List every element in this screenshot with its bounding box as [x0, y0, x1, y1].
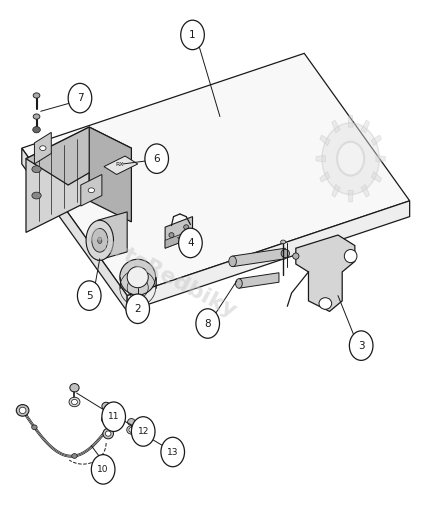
Ellipse shape: [16, 404, 29, 416]
Text: 5: 5: [86, 290, 93, 300]
Ellipse shape: [92, 229, 108, 252]
Polygon shape: [22, 148, 127, 312]
Polygon shape: [127, 201, 409, 312]
Text: 11: 11: [108, 412, 119, 421]
Ellipse shape: [280, 240, 286, 244]
Ellipse shape: [69, 397, 80, 407]
Ellipse shape: [105, 431, 111, 436]
Polygon shape: [165, 216, 192, 248]
Ellipse shape: [293, 253, 299, 259]
Ellipse shape: [40, 146, 46, 150]
Text: 6: 6: [154, 154, 160, 164]
Polygon shape: [98, 212, 127, 260]
Polygon shape: [320, 135, 330, 146]
Polygon shape: [348, 116, 353, 127]
Text: 12: 12: [137, 427, 149, 436]
Polygon shape: [26, 127, 132, 185]
Polygon shape: [104, 156, 138, 174]
Text: 10: 10: [97, 465, 109, 474]
Polygon shape: [296, 235, 355, 312]
Ellipse shape: [319, 298, 332, 309]
Text: RX: RX: [116, 162, 124, 167]
Circle shape: [179, 228, 202, 258]
Text: 7: 7: [77, 93, 83, 103]
Polygon shape: [34, 133, 51, 164]
Ellipse shape: [184, 225, 189, 230]
Ellipse shape: [32, 192, 41, 199]
Circle shape: [102, 402, 126, 431]
Circle shape: [349, 331, 373, 361]
Ellipse shape: [102, 402, 110, 410]
Polygon shape: [371, 172, 382, 182]
Ellipse shape: [33, 114, 40, 119]
Ellipse shape: [88, 188, 94, 193]
Circle shape: [91, 455, 115, 484]
Text: PartsRedbiky: PartsRedbiky: [83, 227, 239, 323]
Text: 13: 13: [167, 448, 179, 457]
Polygon shape: [165, 230, 192, 248]
Polygon shape: [22, 53, 409, 296]
Polygon shape: [239, 273, 279, 288]
Polygon shape: [81, 174, 102, 206]
Text: 3: 3: [358, 341, 365, 351]
Circle shape: [196, 309, 220, 338]
Ellipse shape: [236, 279, 242, 288]
Ellipse shape: [33, 93, 40, 98]
Ellipse shape: [127, 267, 148, 288]
Polygon shape: [376, 156, 385, 162]
Ellipse shape: [127, 426, 136, 434]
Ellipse shape: [71, 399, 77, 404]
Polygon shape: [316, 156, 325, 162]
Text: 8: 8: [204, 318, 211, 328]
Ellipse shape: [32, 166, 41, 173]
Ellipse shape: [229, 256, 236, 267]
Ellipse shape: [72, 454, 77, 458]
Circle shape: [322, 123, 379, 194]
Ellipse shape: [86, 220, 113, 260]
Ellipse shape: [33, 127, 40, 133]
Ellipse shape: [98, 237, 102, 243]
Circle shape: [161, 437, 184, 467]
Ellipse shape: [128, 419, 135, 426]
Polygon shape: [361, 120, 369, 133]
Circle shape: [77, 281, 101, 310]
Ellipse shape: [70, 383, 79, 392]
Polygon shape: [332, 120, 340, 133]
Polygon shape: [371, 135, 382, 146]
Polygon shape: [332, 184, 340, 197]
Circle shape: [68, 83, 92, 113]
Text: 1: 1: [189, 30, 196, 40]
Polygon shape: [89, 127, 132, 222]
Polygon shape: [320, 172, 330, 182]
Ellipse shape: [281, 249, 289, 258]
Ellipse shape: [169, 233, 174, 238]
Ellipse shape: [120, 259, 156, 295]
Polygon shape: [361, 184, 369, 197]
Ellipse shape: [19, 407, 26, 413]
Ellipse shape: [103, 428, 113, 439]
Polygon shape: [233, 248, 285, 267]
Circle shape: [132, 417, 155, 446]
Text: 2: 2: [135, 304, 141, 314]
Polygon shape: [26, 127, 89, 232]
Ellipse shape: [102, 415, 111, 423]
Text: 4: 4: [187, 238, 194, 248]
Polygon shape: [348, 190, 353, 202]
Circle shape: [126, 294, 149, 324]
Ellipse shape: [32, 425, 37, 430]
Circle shape: [181, 20, 204, 50]
Ellipse shape: [129, 428, 134, 432]
Ellipse shape: [344, 250, 357, 263]
Circle shape: [337, 142, 364, 175]
Circle shape: [145, 144, 168, 173]
Ellipse shape: [104, 417, 109, 422]
